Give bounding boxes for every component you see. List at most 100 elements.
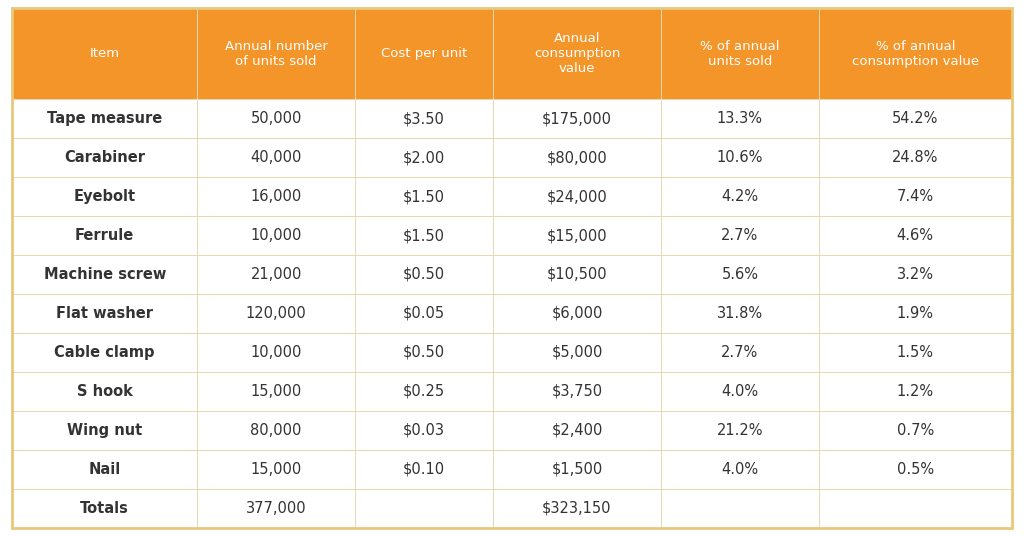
Text: 2.7%: 2.7%	[721, 345, 759, 360]
Text: 7.4%: 7.4%	[897, 189, 934, 204]
Text: 10.6%: 10.6%	[717, 150, 763, 165]
Text: 15,000: 15,000	[251, 462, 302, 477]
Bar	[12, 489, 198, 528]
Bar	[660, 138, 819, 177]
Bar	[819, 216, 1012, 255]
Bar	[12, 450, 198, 489]
Text: 21.2%: 21.2%	[717, 423, 763, 438]
Text: $6,000: $6,000	[551, 306, 603, 321]
Bar	[493, 8, 660, 99]
Bar	[493, 372, 660, 411]
Bar	[660, 177, 819, 216]
Bar	[12, 372, 198, 411]
Bar	[355, 8, 493, 99]
Bar	[493, 138, 660, 177]
Text: $3.50: $3.50	[403, 111, 445, 126]
Bar	[493, 99, 660, 138]
Text: $0.50: $0.50	[403, 267, 445, 282]
Bar	[355, 177, 493, 216]
Text: $1,500: $1,500	[551, 462, 602, 477]
Text: Cable clamp: Cable clamp	[54, 345, 155, 360]
Text: 1.9%: 1.9%	[897, 306, 934, 321]
Bar	[660, 8, 819, 99]
Bar	[660, 372, 819, 411]
Bar	[355, 216, 493, 255]
Bar	[660, 99, 819, 138]
Bar	[12, 8, 198, 99]
Text: $0.03: $0.03	[403, 423, 445, 438]
Bar	[198, 411, 355, 450]
Bar	[355, 450, 493, 489]
Text: 4.0%: 4.0%	[721, 462, 759, 477]
Text: $0.10: $0.10	[403, 462, 445, 477]
Bar	[819, 138, 1012, 177]
Bar	[355, 138, 493, 177]
Bar	[819, 450, 1012, 489]
Text: 4.0%: 4.0%	[721, 384, 759, 399]
Bar	[660, 411, 819, 450]
Text: Annual number
of units sold: Annual number of units sold	[224, 40, 328, 68]
Text: $0.25: $0.25	[403, 384, 445, 399]
Bar	[493, 333, 660, 372]
Text: 4.2%: 4.2%	[721, 189, 759, 204]
Bar	[819, 489, 1012, 528]
Bar	[12, 294, 198, 333]
Text: Item: Item	[90, 47, 120, 60]
Bar	[819, 372, 1012, 411]
Bar	[493, 255, 660, 294]
Bar	[660, 489, 819, 528]
Text: Annual
consumption
value: Annual consumption value	[534, 32, 621, 75]
Bar	[198, 8, 355, 99]
Bar	[355, 411, 493, 450]
Text: 54.2%: 54.2%	[892, 111, 938, 126]
Text: 4.6%: 4.6%	[897, 228, 934, 243]
Bar	[198, 138, 355, 177]
Text: 24.8%: 24.8%	[892, 150, 938, 165]
Text: 40,000: 40,000	[251, 150, 302, 165]
Text: 21,000: 21,000	[251, 267, 302, 282]
Bar	[819, 99, 1012, 138]
Bar	[12, 138, 198, 177]
Bar	[198, 294, 355, 333]
Text: Nail: Nail	[89, 462, 121, 477]
Bar	[198, 99, 355, 138]
Text: 5.6%: 5.6%	[721, 267, 759, 282]
Bar	[819, 177, 1012, 216]
Bar	[819, 333, 1012, 372]
Bar	[355, 333, 493, 372]
Bar	[660, 255, 819, 294]
Bar	[355, 372, 493, 411]
Text: S hook: S hook	[77, 384, 133, 399]
Text: Ferrule: Ferrule	[75, 228, 134, 243]
Text: Eyebolt: Eyebolt	[74, 189, 136, 204]
Bar	[12, 333, 198, 372]
Text: $1.50: $1.50	[403, 189, 445, 204]
Text: $2.00: $2.00	[402, 150, 445, 165]
Bar	[660, 333, 819, 372]
Bar	[12, 216, 198, 255]
Text: $175,000: $175,000	[542, 111, 612, 126]
Bar	[198, 216, 355, 255]
Text: Totals: Totals	[80, 501, 129, 516]
Text: $15,000: $15,000	[547, 228, 607, 243]
Text: 120,000: 120,000	[246, 306, 306, 321]
Text: 3.2%: 3.2%	[897, 267, 934, 282]
Bar	[819, 411, 1012, 450]
Text: 10,000: 10,000	[251, 228, 302, 243]
Bar	[198, 177, 355, 216]
Text: 1.2%: 1.2%	[897, 384, 934, 399]
Text: 10,000: 10,000	[251, 345, 302, 360]
Bar	[660, 216, 819, 255]
Bar	[198, 333, 355, 372]
Text: % of annual
units sold: % of annual units sold	[700, 40, 779, 68]
Text: $2,400: $2,400	[551, 423, 603, 438]
Text: $5,000: $5,000	[551, 345, 603, 360]
Text: Machine screw: Machine screw	[44, 267, 166, 282]
Text: $10,500: $10,500	[547, 267, 607, 282]
Bar	[12, 411, 198, 450]
Bar	[493, 216, 660, 255]
Text: $1.50: $1.50	[403, 228, 445, 243]
Text: $0.05: $0.05	[403, 306, 445, 321]
Bar	[819, 294, 1012, 333]
Text: $3,750: $3,750	[551, 384, 602, 399]
